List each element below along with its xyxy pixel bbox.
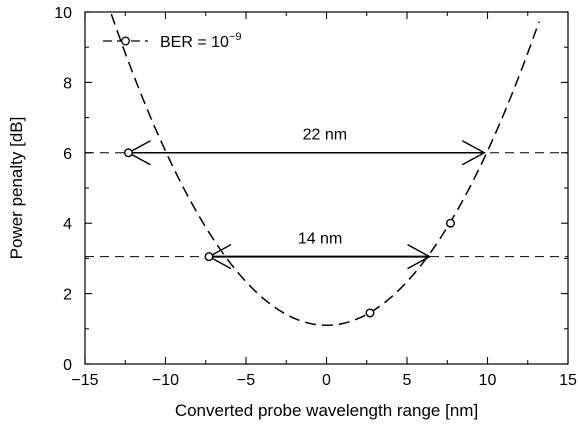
axis-tick-labels: −15 −10 −5 0 5 10 15 0 2 4 6 8 10 (54, 5, 577, 389)
data-point (445, 218, 455, 228)
x-tick-label: 15 (559, 372, 577, 389)
plot-frame (84, 11, 569, 365)
range-annotation-label: 22 nm (303, 126, 347, 143)
x-tick-label: 0 (322, 372, 331, 389)
x-tick-label: 5 (403, 372, 412, 389)
y-tick-label: 6 (63, 146, 72, 163)
data-markers (123, 148, 455, 318)
x-tick-label: 10 (479, 372, 497, 389)
range-annotation-label: 14 nm (298, 230, 342, 247)
legend-label-exponent: −9 (229, 31, 242, 43)
annotations: 22 nm 14 nm (298, 126, 347, 247)
x-tick-label: −10 (152, 372, 179, 389)
data-point (365, 308, 375, 318)
legend: BER = 10−9 (103, 31, 241, 51)
y-tick-label: 2 (63, 287, 72, 304)
axis-ticks (84, 11, 569, 365)
legend-label: BER = 10−9 (160, 31, 241, 51)
y-axis-title: Power penalty [dB] (7, 117, 26, 260)
data-point (204, 252, 214, 262)
range-arrows (127, 140, 486, 270)
series-fit-line (109, 12, 540, 327)
y-tick-label: 8 (63, 75, 72, 92)
data-point (123, 148, 133, 158)
y-tick-label: 4 (63, 216, 72, 233)
y-tick-label: 0 (63, 357, 72, 374)
fit-curve-group (109, 12, 540, 327)
arrowhead (461, 140, 486, 166)
y-tick-label: 10 (54, 5, 72, 22)
x-tick-label: −5 (237, 372, 255, 389)
x-tick-label: −15 (71, 372, 98, 389)
arrowhead (407, 244, 432, 270)
legend-marker-sample (121, 36, 130, 46)
x-axis-title: Converted probe wavelength range [nm] (175, 401, 478, 420)
legend-label-base: BER = 10 (160, 34, 229, 51)
